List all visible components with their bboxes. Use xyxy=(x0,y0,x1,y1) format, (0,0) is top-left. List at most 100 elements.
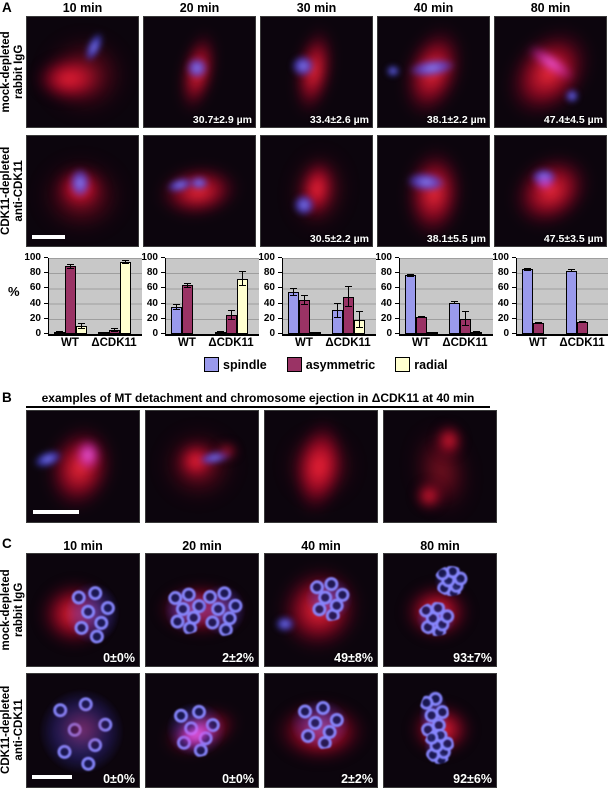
y-tick-label: 40 xyxy=(146,297,166,309)
error-bar xyxy=(579,320,586,323)
bar-spindle-WT xyxy=(522,269,533,334)
spindle-length-a-40min: 38.1±2.2 µm xyxy=(426,114,486,126)
percent-c-mock-80min: 93±7% xyxy=(453,651,492,665)
micrograph-c-cdk11-20min: 0±0% xyxy=(145,673,259,788)
time-header-a-30min: 30 min xyxy=(296,1,337,15)
error-bar xyxy=(334,302,341,319)
percent-c-mock-40min: 49±8% xyxy=(334,651,373,665)
micrograph-b-2 xyxy=(145,410,259,523)
y-tick-label: 80 xyxy=(29,267,49,279)
bar-chart-30min: 0 20 40 60 80 100 WT ΔCDK11 xyxy=(258,252,379,352)
error-bar xyxy=(67,264,74,269)
y-tick-label: 80 xyxy=(380,267,400,279)
legend-item-spindle: spindle xyxy=(204,357,267,372)
x-category-label: ΔCDK11 xyxy=(325,337,371,349)
micrograph-b-3 xyxy=(264,410,378,523)
micrograph-a-cdk11-10min xyxy=(26,135,139,247)
bar-radial-ΔCDK11 xyxy=(237,278,248,334)
micrograph-c-cdk11-10min: 0±0% xyxy=(26,673,140,788)
micrograph-a-cdk11-30min: 30.5±2.2 µm xyxy=(260,135,373,247)
y-tick-label: 40 xyxy=(380,297,400,309)
x-category-label: WT xyxy=(295,337,313,349)
chart-legend: spindle asymmetric radial xyxy=(204,357,448,372)
error-bar xyxy=(111,327,118,333)
y-tick-label: 0 xyxy=(152,328,165,339)
error-bar xyxy=(239,270,246,287)
percent-c-mock-10min: 0±0% xyxy=(103,651,135,665)
micrograph-c-mock-80min: 93±7% xyxy=(383,553,497,667)
x-category-label: WT xyxy=(178,337,196,349)
legend-swatch-radial xyxy=(395,357,411,372)
time-header-a-20min: 20 min xyxy=(179,1,220,15)
y-tick-label: 40 xyxy=(263,297,283,309)
y-tick-label: 20 xyxy=(146,312,166,324)
error-bar xyxy=(217,331,224,334)
y-tick-label: 80 xyxy=(146,267,166,279)
panel-b-title-underline xyxy=(26,406,490,408)
error-bar xyxy=(418,316,425,319)
bar-chart-20min: 0 20 40 60 80 100 WT ΔCDK11 xyxy=(141,252,262,352)
x-category-label: ΔCDK11 xyxy=(442,337,488,349)
y-tick-label: 100 xyxy=(24,252,48,263)
y-tick-label: 0 xyxy=(503,328,516,339)
error-bar xyxy=(301,294,308,306)
y-tick-label: 40 xyxy=(497,297,517,309)
bar-spindle-WT xyxy=(171,307,182,334)
y-tick-label: 60 xyxy=(497,282,517,294)
y-axis-percent-label: % xyxy=(8,284,20,299)
error-bar xyxy=(184,283,191,288)
error-bar xyxy=(56,331,63,334)
error-bar xyxy=(535,322,542,325)
legend-swatch-asymmetric xyxy=(286,357,302,372)
y-tick-label: 20 xyxy=(497,312,517,324)
bar-spindle-WT xyxy=(288,292,299,334)
bar-asymmetric-WT xyxy=(182,285,193,334)
y-tick-label: 0 xyxy=(35,328,48,339)
micrograph-c-mock-20min: 2±2% xyxy=(145,553,259,667)
y-tick-label: 80 xyxy=(497,267,517,279)
x-category-label: WT xyxy=(412,337,430,349)
spindle-length-a-30min: 33.4±2.6 µm xyxy=(309,114,369,126)
time-header-c-20min: 20 min xyxy=(182,539,222,553)
spindle-length-a-80min: 47.4±4.5 µm xyxy=(543,114,603,126)
error-bar xyxy=(228,309,235,321)
micrograph-b-1 xyxy=(26,410,140,523)
panel-b-label: B xyxy=(2,390,12,405)
spindle-length-a-20min: 30.7±2.9 µm xyxy=(192,114,252,126)
time-header-c-40min: 40 min xyxy=(301,539,341,553)
micrograph-a-mock-40min: 38.1±2.2 µm xyxy=(377,16,490,128)
bar-spindle-ΔCDK11 xyxy=(449,302,460,334)
y-tick-label: 100 xyxy=(258,252,282,263)
micrograph-a-mock-80min: 47.4±4.5 µm xyxy=(494,16,607,128)
panel-c-label: C xyxy=(2,536,12,551)
error-bar xyxy=(78,322,85,329)
micrograph-c-mock-10min: 0±0% xyxy=(26,553,140,667)
row-label-cdk11-depleted-a: CDK11-depleted anti-CDK11 xyxy=(0,146,25,235)
time-header-a-40min: 40 min xyxy=(413,1,454,15)
y-tick-label: 0 xyxy=(269,328,282,339)
y-tick-label: 100 xyxy=(141,252,165,263)
x-category-label: ΔCDK11 xyxy=(208,337,254,349)
y-tick-label: 20 xyxy=(29,312,49,324)
scale-bar xyxy=(32,775,72,779)
bar-asymmetric-WT xyxy=(65,266,76,334)
scale-bar xyxy=(32,235,65,239)
error-bar xyxy=(290,288,297,296)
panel-b-title: examples of MT detachment and chromosome… xyxy=(41,391,475,405)
spindle-length-a2-80min: 47.5±3.5 µm xyxy=(543,233,603,245)
y-tick-label: 60 xyxy=(380,282,400,294)
bar-chart-80min: 0 20 40 60 80 100 WT ΔCDK11 xyxy=(492,252,608,352)
micrograph-c-cdk11-80min: 92±6% xyxy=(383,673,497,788)
bar-radial-ΔCDK11 xyxy=(120,261,131,334)
time-header-a-80min: 80 min xyxy=(530,1,571,15)
percent-c-cdk11-10min: 0±0% xyxy=(103,772,135,786)
bar-chart-40min: 0 20 40 60 80 100 WT ΔCDK11 xyxy=(375,252,496,352)
bar-spindle-WT xyxy=(405,275,416,334)
error-bar xyxy=(568,269,575,273)
legend-item-asymmetric: asymmetric xyxy=(286,357,375,372)
y-tick-label: 40 xyxy=(29,297,49,309)
percent-c-cdk11-40min: 2±2% xyxy=(341,772,373,786)
spindle-length-a2-30min: 30.5±2.2 µm xyxy=(309,233,369,245)
bar-radial-WT xyxy=(427,332,438,334)
y-tick-label: 60 xyxy=(29,282,49,294)
